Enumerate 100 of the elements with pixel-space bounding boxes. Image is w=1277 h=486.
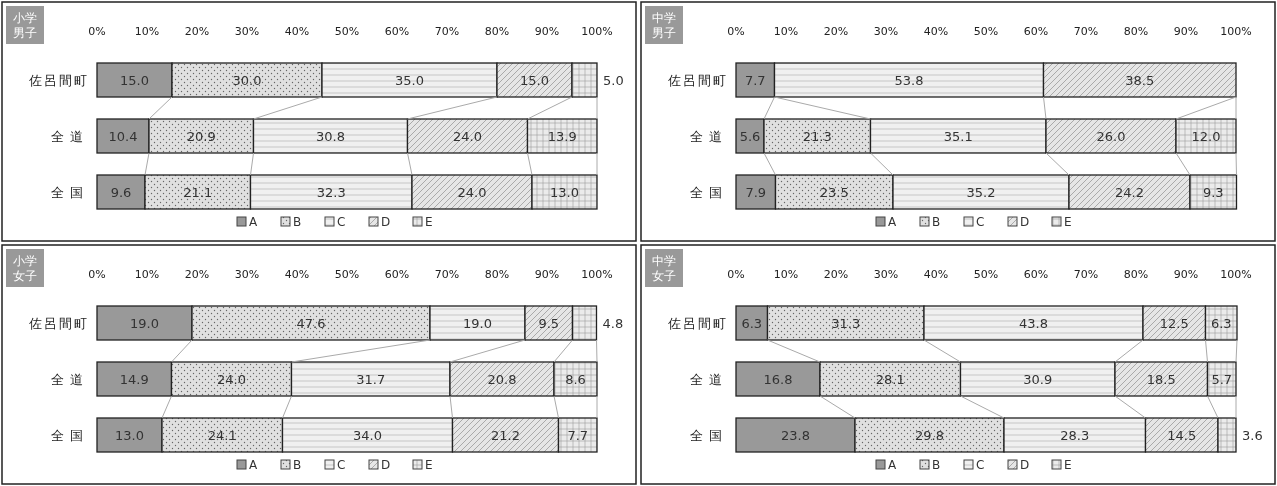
data-label: 30.8 [316,129,345,144]
x-tick-label: 40% [284,268,310,281]
legend-label: B [293,215,302,229]
legend-label: E [425,215,433,229]
x-tick-label: 100% [1220,268,1252,281]
x-tick-label: 100% [581,268,613,281]
x-tick-label: 30% [873,268,899,281]
chart-title: 中学男子 [652,11,676,40]
x-tick-label: 60% [1023,25,1049,38]
x-tick-label: 10% [773,268,799,281]
x-tick-label: 50% [973,268,999,281]
x-tick-label: 10% [134,268,160,281]
legend-label: C [337,458,346,472]
legend-label: C [976,215,985,229]
data-label: 28.1 [875,372,905,387]
data-label: 24.0 [453,129,482,144]
x-tick-label: 20% [184,268,210,281]
x-tick-label: 70% [434,25,460,38]
y-tick-label: 全道 [690,372,728,387]
data-label: 24.2 [1115,185,1144,200]
data-label: 47.6 [296,316,326,331]
data-label: 24.0 [217,372,246,387]
x-tick-label: 20% [823,25,849,38]
x-tick-label: 20% [184,25,210,38]
data-label: 20.8 [487,372,517,387]
x-tick-label: 0% [88,268,106,281]
data-label: 12.0 [1191,129,1221,144]
data-label: 23.8 [781,428,810,443]
legend-label: A [249,458,258,472]
data-label: 38.5 [1125,73,1155,88]
y-tick-label: 佐呂間町 [29,73,89,88]
x-tick-label: 60% [384,25,410,38]
data-label: 21.1 [183,185,213,200]
x-tick-label: 40% [923,268,949,281]
x-tick-label: 0% [727,25,745,38]
x-tick-label: 80% [1123,268,1149,281]
data-label: 15.0 [120,73,149,88]
legend-label: E [425,458,433,472]
y-tick-label: 佐呂間町 [668,73,728,88]
data-label: 9.6 [110,185,132,200]
data-label: 8.6 [565,372,586,387]
x-tick-label: 70% [1073,25,1099,38]
data-label: 28.3 [1060,428,1090,443]
y-tick-label: 全国 [690,428,728,443]
y-tick-label: 全道 [51,372,89,387]
x-tick-label: 90% [534,268,560,281]
legend-label: C [976,458,985,472]
data-label: 3.6 [1242,428,1263,443]
data-label: 24.0 [457,185,487,200]
data-label: 7.9 [745,185,767,200]
data-label: 5.6 [739,129,761,144]
data-label: 53.8 [894,73,924,88]
y-tick-label: 全国 [51,185,89,200]
chart-title: 中学女子 [652,254,676,283]
x-tick-label: 60% [384,268,410,281]
y-tick-label: 佐呂間町 [668,316,728,331]
legend-label: D [381,215,391,229]
data-label: 35.0 [395,73,424,88]
x-tick-label: 50% [334,25,360,38]
data-label: 15.0 [520,73,549,88]
chart-title: 小学女子 [13,254,37,283]
data-label: 20.9 [186,129,216,144]
data-label: 6.3 [741,316,763,331]
data-label: 5.0 [603,73,624,88]
x-tick-label: 10% [134,25,160,38]
x-tick-label: 100% [1220,25,1252,38]
x-tick-label: 50% [334,268,360,281]
x-tick-label: 60% [1023,268,1049,281]
x-tick-label: 0% [88,25,106,38]
legend-label: D [381,458,391,472]
x-tick-label: 30% [234,268,260,281]
data-label: 4.8 [602,316,624,331]
y-tick-label: 全国 [690,185,728,200]
data-label: 6.3 [1210,316,1232,331]
legend-label: E [1064,458,1072,472]
y-tick-label: 佐呂間町 [29,316,89,331]
legend-label: A [888,215,897,229]
data-label: 30.0 [232,73,262,88]
data-label: 9.5 [538,316,560,331]
x-tick-label: 80% [1123,25,1149,38]
x-tick-label: 70% [434,268,460,281]
data-label: 19.0 [130,316,159,331]
data-label: 34.0 [353,428,382,443]
data-label: 19.0 [463,316,492,331]
data-label: 7.7 [567,428,589,443]
data-label: 14.5 [1167,428,1197,443]
x-tick-label: 30% [873,25,899,38]
legend-label: B [932,215,941,229]
x-tick-label: 0% [727,268,745,281]
legend-label: B [932,458,941,472]
x-tick-label: 10% [773,25,799,38]
data-label: 14.9 [119,372,149,387]
data-label: 18.5 [1146,372,1176,387]
data-label: 12.5 [1159,316,1189,331]
legend-label: D [1020,215,1030,229]
legend-label: E [1064,215,1072,229]
x-tick-label: 50% [973,25,999,38]
x-tick-label: 70% [1073,268,1099,281]
x-tick-label: 30% [234,25,260,38]
data-label: 43.8 [1019,316,1048,331]
